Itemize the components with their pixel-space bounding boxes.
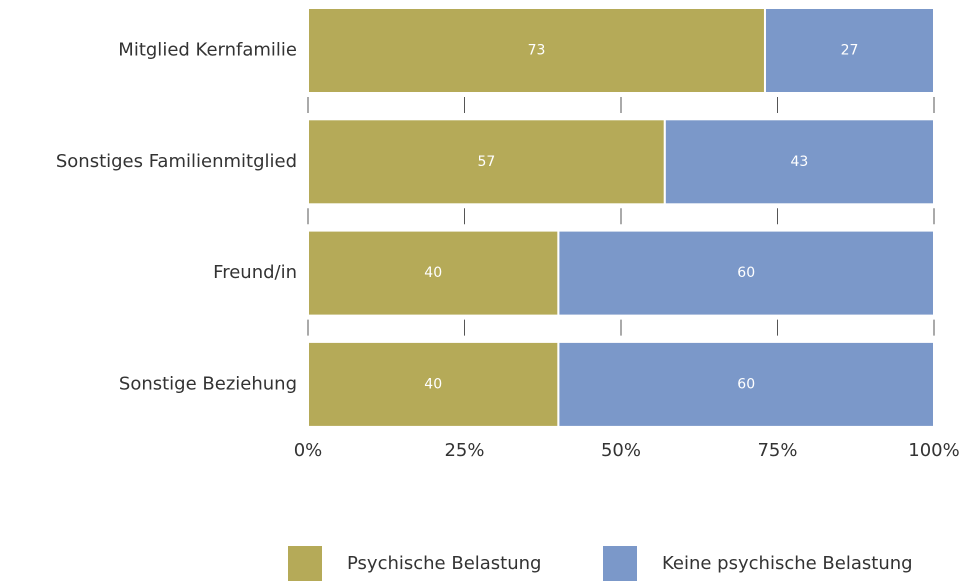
bar-segment — [307, 229, 560, 317]
value-label: 43 — [790, 154, 808, 170]
bar-segment — [307, 7, 766, 94]
category-label: Sonstige Beziehung — [119, 373, 297, 394]
legend-swatch — [603, 546, 637, 581]
x-tick-label: 0% — [294, 440, 323, 461]
x-tick-label: 75% — [757, 440, 797, 461]
x-tick-label: 25% — [444, 440, 484, 461]
bar-segment — [307, 118, 666, 206]
value-label: 60 — [737, 376, 755, 392]
value-label: 40 — [424, 376, 442, 392]
bar-segment — [557, 229, 936, 317]
bar-segment — [663, 118, 935, 206]
legend-label: Psychische Belastung — [347, 553, 541, 574]
value-label: 73 — [528, 43, 546, 59]
bar-segment — [557, 340, 936, 428]
category-label: Freund/in — [213, 262, 297, 283]
value-label: 57 — [477, 154, 495, 170]
x-tick-label: 50% — [601, 440, 641, 461]
legend-label: Keine psychische Belastung — [662, 553, 913, 574]
value-label: 40 — [424, 265, 442, 281]
category-label: Mitglied Kernfamilie — [118, 40, 297, 61]
bar-segment — [307, 340, 560, 428]
bar-segment — [763, 7, 935, 94]
value-label: 27 — [841, 43, 859, 59]
value-label: 60 — [737, 265, 755, 281]
x-tick-label: 100% — [908, 440, 959, 461]
legend-swatch — [288, 546, 322, 581]
category-label: Sonstiges Familienmitglied — [56, 151, 297, 172]
